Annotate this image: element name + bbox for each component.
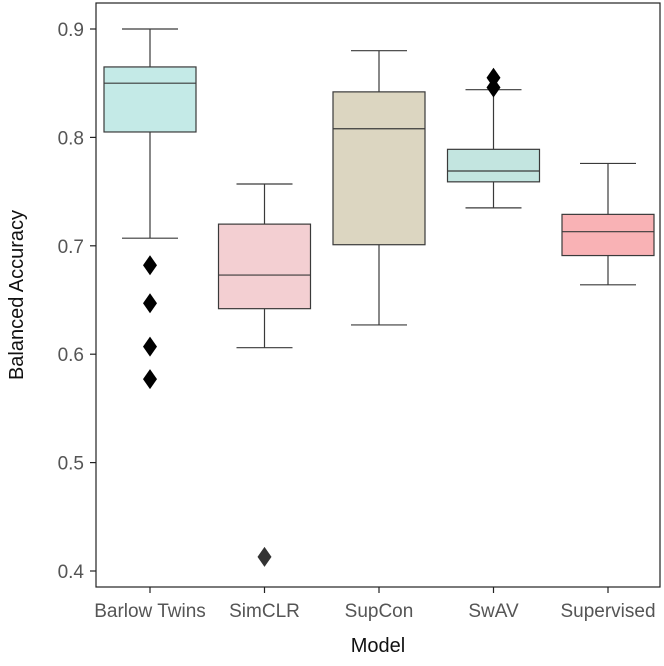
- x-tick-label: SwAV: [468, 601, 519, 622]
- x-tick-label: Barlow Twins: [94, 601, 206, 622]
- y-tick-label: 0.9: [58, 20, 84, 41]
- box-iqr: [561, 213, 655, 257]
- x-axis: Barlow Twins SimCLR SupCon SwAV Supervised: [94, 587, 656, 622]
- x-tick-label: SupCon: [345, 601, 414, 622]
- y-tick-label: 0.5: [58, 454, 84, 475]
- outlier-point: [486, 77, 501, 98]
- outlier-point: [143, 255, 157, 276]
- box-iqr: [446, 148, 541, 183]
- x-axis-title: Model: [351, 635, 405, 657]
- y-tick-label: 0.6: [58, 345, 84, 366]
- box-iqr: [217, 223, 312, 310]
- box-iqr: [332, 91, 426, 246]
- y-tick-label: 0.4: [58, 562, 85, 583]
- y-tick-label: 0.8: [58, 128, 84, 149]
- outlier-point: [143, 336, 157, 357]
- box-group-supcon: [332, 50, 426, 326]
- box-iqr: [103, 66, 197, 133]
- outlier-point: [143, 369, 157, 390]
- x-tick-label: SimCLR: [229, 601, 300, 622]
- outlier-point: [143, 293, 157, 314]
- boxes-layer: [103, 28, 655, 567]
- y-axis-title: Balanced Accuracy: [6, 210, 28, 380]
- box-group-barlow-twins: [103, 28, 197, 390]
- box-group-simclr: [217, 183, 312, 567]
- y-axis: 0.4 0.5 0.6 0.7 0.8 0.9: [58, 20, 96, 583]
- box-group-supervised: [561, 162, 655, 286]
- outlier-point: [257, 546, 272, 567]
- box-group-swav: [446, 67, 541, 209]
- y-tick-label: 0.7: [58, 237, 84, 258]
- x-tick-label: Supervised: [560, 601, 655, 622]
